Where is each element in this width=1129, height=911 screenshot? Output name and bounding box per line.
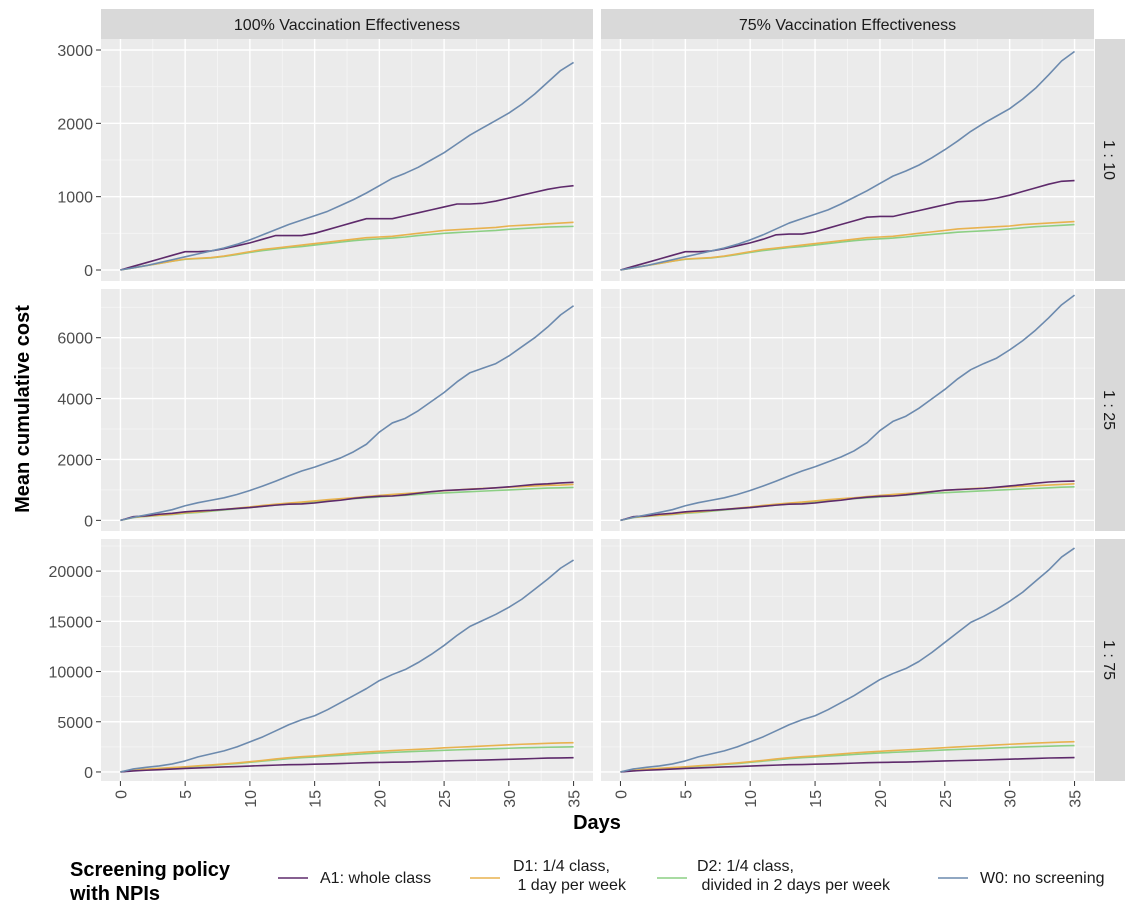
legend-item-w0: W0: no screening: [938, 870, 1105, 887]
legend-title: Screening policy: [70, 859, 231, 881]
series-line-a1: [620, 179, 1075, 271]
series-line-w0: [620, 50, 1076, 271]
legend-item-a1: A1: whole class: [278, 870, 431, 887]
panel-r2-c0: [101, 539, 593, 781]
y-tick-label: 20000: [49, 564, 94, 581]
y-axis-ticks: 0 1000 2000 3000 0 2000 4000 6000 0 5000 10000 1500…: [49, 43, 101, 782]
col-strip-0: 100% Vaccination Effectiveness: [101, 9, 593, 39]
x-axis-ticks: 0 5 10 15 20 25 30 35 0 5 10 15 20 25 30 35: [113, 781, 1085, 808]
y-tick-label: 10000: [49, 665, 94, 682]
y-tick-label: 2000: [57, 116, 93, 133]
y-tick-label: 4000: [57, 392, 93, 409]
legend-label: W0: no screening: [980, 870, 1105, 887]
row-strip-1: 1 : 25: [1095, 289, 1125, 531]
row-strip-label: 1 : 25: [1100, 390, 1117, 430]
strip-background: [1095, 539, 1125, 781]
panel-r1-c1: [601, 289, 1094, 531]
strip-background: [1095, 39, 1125, 281]
panel-r0-c0: [101, 39, 593, 281]
legend-title: with NPIs: [69, 883, 160, 905]
y-tick-label: 5000: [57, 715, 93, 732]
legend-label: D2: 1/4 class,: [697, 858, 794, 875]
x-tick-label: 35: [1068, 790, 1085, 808]
panel-series-r2-c1: [620, 547, 1075, 773]
legend-label: D1: 1/4 class,: [513, 858, 610, 875]
series-line-w0: [620, 547, 1075, 773]
x-tick-label: 20: [873, 790, 890, 808]
legend-label: 1 day per week: [513, 877, 627, 894]
series-line-a1: [120, 184, 574, 271]
x-tick-label: 30: [502, 790, 519, 808]
col-strip-1: 75% Vaccination Effectiveness: [601, 9, 1094, 39]
strip-background: [1095, 289, 1125, 531]
panel-series-r2-c0: [120, 559, 575, 773]
col-strip-label: 75% Vaccination Effectiveness: [739, 17, 956, 34]
row-strip-label: 1 : 10: [1100, 140, 1117, 180]
x-tick-label: 30: [1003, 790, 1020, 808]
row-strip-label: 1 : 75: [1100, 640, 1117, 680]
series-line-w0: [620, 294, 1076, 522]
series-line-w0: [120, 61, 575, 271]
x-tick-label: 25: [437, 790, 454, 808]
y-tick-label: 6000: [57, 331, 93, 348]
series-line-d1: [620, 740, 1075, 773]
legend-label: A1: whole class: [320, 870, 431, 887]
y-tick-label: 0: [84, 765, 93, 782]
x-tick-label: 25: [938, 790, 955, 808]
y-tick-label: 1000: [57, 190, 93, 207]
y-tick-label: 3000: [57, 43, 93, 60]
strip-background: [601, 9, 1094, 39]
y-tick-label: 15000: [49, 614, 94, 631]
x-tick-label: 35: [567, 790, 584, 808]
strip-background: [101, 9, 593, 39]
series-line-d1: [120, 741, 574, 773]
series-line-a1: [620, 480, 1075, 522]
legend-item-d1: D1: 1/4 class, 1 day per week: [470, 858, 627, 894]
y-tick-label: 0: [84, 513, 93, 530]
x-tick-label: 15: [308, 790, 325, 808]
row-strip-2: 1 : 75: [1095, 539, 1125, 781]
series-line-a1: [120, 756, 574, 773]
series-line-a1: [620, 756, 1075, 773]
col-strip-label: 100% Vaccination Effectiveness: [234, 17, 460, 34]
facet-strips: 100% Vaccination Effectiveness 75% Vaccin…: [101, 9, 1125, 781]
row-strip-0: 1 : 10: [1095, 39, 1125, 281]
panel-series-r0-c0: [120, 61, 575, 271]
y-axis-title: Mean cumulative cost: [12, 305, 34, 513]
panel-series-r1-c1: [620, 294, 1076, 522]
series-line-d1: [620, 220, 1075, 271]
panels-layer: [101, 39, 1094, 781]
series-line-a1: [120, 481, 574, 522]
panel-series-r1-c0: [120, 305, 575, 522]
x-tick-label: 5: [678, 790, 695, 799]
x-tick-label: 20: [372, 790, 389, 808]
y-tick-label: 2000: [57, 452, 93, 469]
legend-item-d2: D2: 1/4 class, divided in 2 days per wee…: [657, 858, 891, 894]
series-line-d1: [120, 221, 574, 271]
x-tick-label: 0: [113, 790, 130, 799]
panel-r2-c1: [601, 539, 1094, 781]
legend-label: divided in 2 days per week: [697, 877, 891, 894]
y-tick-label: 0: [84, 263, 93, 280]
x-tick-label: 5: [178, 790, 195, 799]
panel-r0-c1: [601, 39, 1094, 281]
x-axis-title: Days: [573, 812, 621, 834]
x-tick-label: 0: [613, 790, 630, 799]
x-tick-label: 15: [808, 790, 825, 808]
panel-series-r0-c1: [620, 50, 1076, 271]
series-line-w0: [120, 305, 575, 522]
x-tick-label: 10: [743, 790, 760, 808]
series-line-w0: [120, 559, 575, 773]
panel-r1-c0: [101, 289, 593, 531]
x-tick-label: 10: [243, 790, 260, 808]
